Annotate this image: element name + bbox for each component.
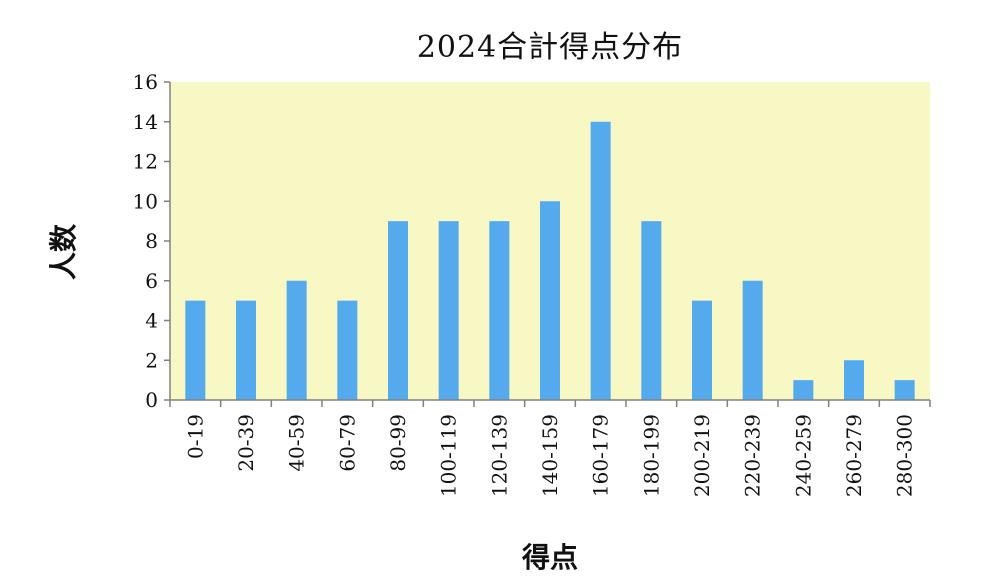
y-tick-label: 0 <box>145 388 158 412</box>
y-tick-label: 12 <box>133 150 158 174</box>
x-ticks-group: 0-19 20-39 40-59 60-79 80-99 100-119 120-139 14… <box>169 400 931 497</box>
x-tick-label: 0-19 <box>183 414 207 459</box>
y-tick-label: 16 <box>133 70 158 94</box>
bar-260-279 <box>844 360 864 400</box>
x-tick-label: 160-179 <box>589 414 613 497</box>
x-tick-label: 60-79 <box>335 414 359 472</box>
bar-60-79 <box>337 300 358 400</box>
y-tick-label: 10 <box>133 189 158 213</box>
bar-120-139 <box>489 221 510 400</box>
y-ticks-group: 0 2 4 6 8 10 12 14 16 <box>133 70 170 412</box>
bar-240-259 <box>793 380 814 400</box>
x-tick-label: 140-159 <box>538 414 562 497</box>
x-tick-label: 120-139 <box>487 414 511 497</box>
bars-group <box>185 121 915 400</box>
bar-220-239 <box>742 280 763 400</box>
y-tick-label: 4 <box>145 309 158 333</box>
x-tick-label: 280-300 <box>893 414 917 497</box>
x-tick-label: 240-259 <box>791 414 815 497</box>
x-tick-label: 180-199 <box>639 414 663 497</box>
x-tick-label: 200-219 <box>690 414 714 497</box>
bar-0-19 <box>185 300 206 400</box>
bar-180-199 <box>641 221 662 400</box>
x-tick-label: 20-39 <box>234 414 258 472</box>
bar-40-59 <box>286 280 307 400</box>
chart-title: 2024合計得点分布 <box>416 30 684 65</box>
x-tick-label: 220-239 <box>741 414 765 497</box>
bar-280-300 <box>894 380 915 400</box>
y-tick-label: 2 <box>145 348 158 372</box>
x-tick-label: 40-59 <box>285 414 309 472</box>
bar-200-219 <box>692 300 712 400</box>
bar-100-119 <box>438 221 459 400</box>
y-tick-label: 6 <box>145 269 158 293</box>
x-tick-label: 260-279 <box>842 414 866 497</box>
x-tick-label: 80-99 <box>386 414 410 472</box>
y-tick-label: 8 <box>145 229 158 253</box>
x-axis-label: 得点 <box>521 541 578 574</box>
bar-80-99 <box>388 221 408 400</box>
y-tick-label: 14 <box>133 110 158 134</box>
bar-160-179 <box>590 121 611 400</box>
bar-20-39 <box>236 300 256 400</box>
bar-140-159 <box>540 201 560 400</box>
x-tick-label: 100-119 <box>437 414 461 497</box>
